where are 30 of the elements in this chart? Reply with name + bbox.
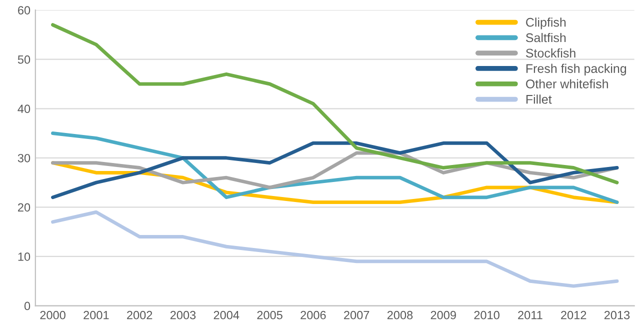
x-tick-label: 2011: [518, 310, 542, 320]
y-tick-label: 50: [18, 55, 30, 64]
y-tick-label: 30: [18, 154, 30, 162]
legend-label: Stockfish: [526, 48, 576, 58]
x-tick-label: 2010: [474, 310, 500, 320]
y-tick-label: 60: [18, 6, 30, 14]
y-tick-label: 20: [18, 203, 30, 212]
x-tick-label: 2008: [387, 310, 413, 320]
x-tick-label: 2006: [300, 310, 326, 320]
x-tick-label: 2004: [214, 310, 240, 320]
legend-label: Other whitefish: [526, 79, 608, 88]
x-tick-label: 2005: [257, 310, 282, 320]
x-tick-label: 2000: [40, 310, 66, 320]
x-tick-label: 2007: [344, 310, 370, 320]
x-tick-label: 2002: [127, 310, 152, 320]
line-series: [51, 210, 619, 288]
legend-label: Clipfish: [526, 18, 566, 30]
x-tick-label: 2012: [561, 310, 586, 320]
x-tick-label: 2013: [604, 310, 630, 320]
x-tick-label: 2001: [84, 310, 109, 320]
line-series: [51, 141, 619, 200]
x-tick-label: 2003: [170, 310, 196, 320]
y-tick-label: 10: [18, 252, 30, 261]
y-tick-label: 0: [24, 302, 30, 310]
legend-label: Fresh fish packing: [526, 64, 626, 76]
y-tick-label: 40: [18, 104, 30, 114]
line-series: [51, 132, 619, 204]
legend-label: Fillet: [526, 94, 552, 104]
x-tick-label: 2009: [430, 310, 456, 320]
legend-label: Saltfish: [526, 32, 566, 42]
